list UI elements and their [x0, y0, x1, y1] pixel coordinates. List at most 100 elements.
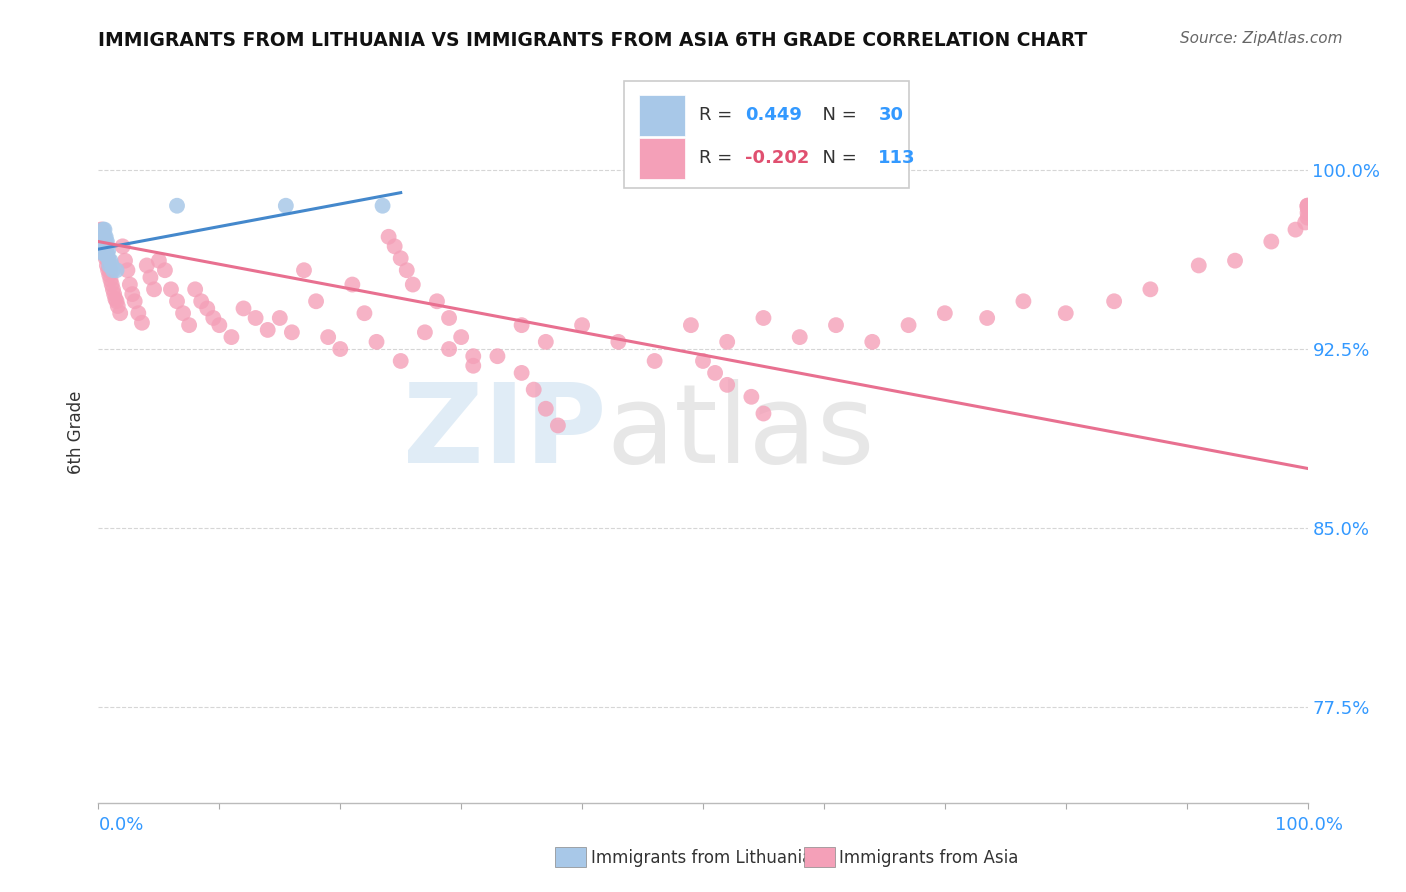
- Point: [101, 263, 124, 277]
- Point: [195, 301, 218, 316]
- Point: [716, 377, 738, 392]
- Point: [104, 292, 127, 306]
- Point: [1188, 259, 1211, 273]
- Point: [100, 273, 122, 287]
- Point: [752, 310, 775, 325]
- Point: [100, 263, 122, 277]
- Point: [97, 244, 120, 259]
- Point: [96, 246, 118, 260]
- Point: [103, 287, 125, 301]
- Point: [124, 294, 146, 309]
- Point: [179, 318, 201, 333]
- Point: [366, 334, 388, 349]
- Point: [148, 253, 170, 268]
- Point: [202, 310, 225, 325]
- Text: 30: 30: [879, 106, 903, 124]
- Point: [91, 229, 114, 244]
- Point: [740, 390, 762, 404]
- Point: [208, 318, 231, 333]
- Point: [131, 316, 153, 330]
- Point: [1296, 201, 1319, 215]
- Point: [121, 287, 143, 301]
- Point: [91, 235, 114, 249]
- Point: [523, 383, 546, 397]
- Text: 100.0%: 100.0%: [1275, 816, 1343, 834]
- Point: [716, 334, 738, 349]
- Point: [789, 330, 811, 344]
- Point: [172, 306, 194, 320]
- Point: [976, 310, 998, 325]
- Text: R =: R =: [699, 149, 738, 167]
- Point: [93, 235, 115, 249]
- Point: [93, 246, 115, 260]
- Point: [98, 259, 121, 273]
- FancyBboxPatch shape: [624, 81, 908, 188]
- Point: [510, 318, 533, 333]
- Point: [114, 253, 136, 268]
- Text: R =: R =: [699, 106, 738, 124]
- Point: [111, 239, 134, 253]
- Point: [93, 229, 115, 244]
- Point: [166, 294, 188, 309]
- Point: [463, 349, 485, 363]
- Text: N =: N =: [811, 106, 862, 124]
- Text: 0.0%: 0.0%: [98, 816, 143, 834]
- Point: [1260, 235, 1282, 249]
- Text: Source: ZipAtlas.com: Source: ZipAtlas.com: [1180, 31, 1343, 46]
- Point: [534, 401, 557, 416]
- Point: [534, 334, 557, 349]
- Point: [94, 239, 117, 253]
- Y-axis label: 6th Grade: 6th Grade: [66, 391, 84, 475]
- Point: [371, 199, 394, 213]
- Point: [437, 310, 460, 325]
- Point: [101, 282, 124, 296]
- Text: ZIP: ZIP: [404, 379, 606, 486]
- Point: [93, 222, 115, 236]
- Point: [96, 259, 118, 273]
- Point: [143, 282, 166, 296]
- Point: [107, 299, 129, 313]
- Point: [389, 354, 412, 368]
- Point: [93, 235, 115, 249]
- Point: [1012, 294, 1035, 309]
- Bar: [638, 138, 685, 178]
- Text: -0.202: -0.202: [745, 149, 810, 167]
- Text: IMMIGRANTS FROM LITHUANIA VS IMMIGRANTS FROM ASIA 6TH GRADE CORRELATION CHART: IMMIGRANTS FROM LITHUANIA VS IMMIGRANTS …: [98, 31, 1088, 50]
- Point: [127, 306, 149, 320]
- Point: [97, 252, 120, 266]
- Bar: [638, 95, 685, 136]
- Point: [1296, 199, 1319, 213]
- Point: [1294, 215, 1316, 229]
- Point: [450, 330, 472, 344]
- Point: [860, 334, 883, 349]
- Point: [256, 323, 278, 337]
- Point: [91, 239, 114, 253]
- Text: Immigrants from Asia: Immigrants from Asia: [839, 849, 1019, 867]
- Point: [91, 235, 114, 249]
- Point: [91, 222, 114, 236]
- Point: [98, 259, 121, 273]
- Point: [96, 235, 118, 249]
- Point: [897, 318, 920, 333]
- Point: [704, 366, 727, 380]
- Point: [607, 334, 630, 349]
- Point: [94, 246, 117, 260]
- Point: [91, 246, 114, 260]
- Point: [1296, 206, 1319, 220]
- Point: [692, 354, 714, 368]
- Point: [437, 342, 460, 356]
- Point: [1296, 199, 1319, 213]
- Point: [232, 301, 254, 316]
- Text: atlas: atlas: [606, 379, 875, 486]
- Point: [825, 318, 848, 333]
- Point: [90, 222, 112, 236]
- Point: [117, 263, 139, 277]
- Point: [510, 366, 533, 380]
- Point: [292, 263, 315, 277]
- Point: [166, 199, 188, 213]
- Point: [1054, 306, 1077, 320]
- Point: [389, 252, 412, 266]
- Point: [91, 239, 114, 253]
- Point: [94, 239, 117, 253]
- Point: [93, 246, 115, 260]
